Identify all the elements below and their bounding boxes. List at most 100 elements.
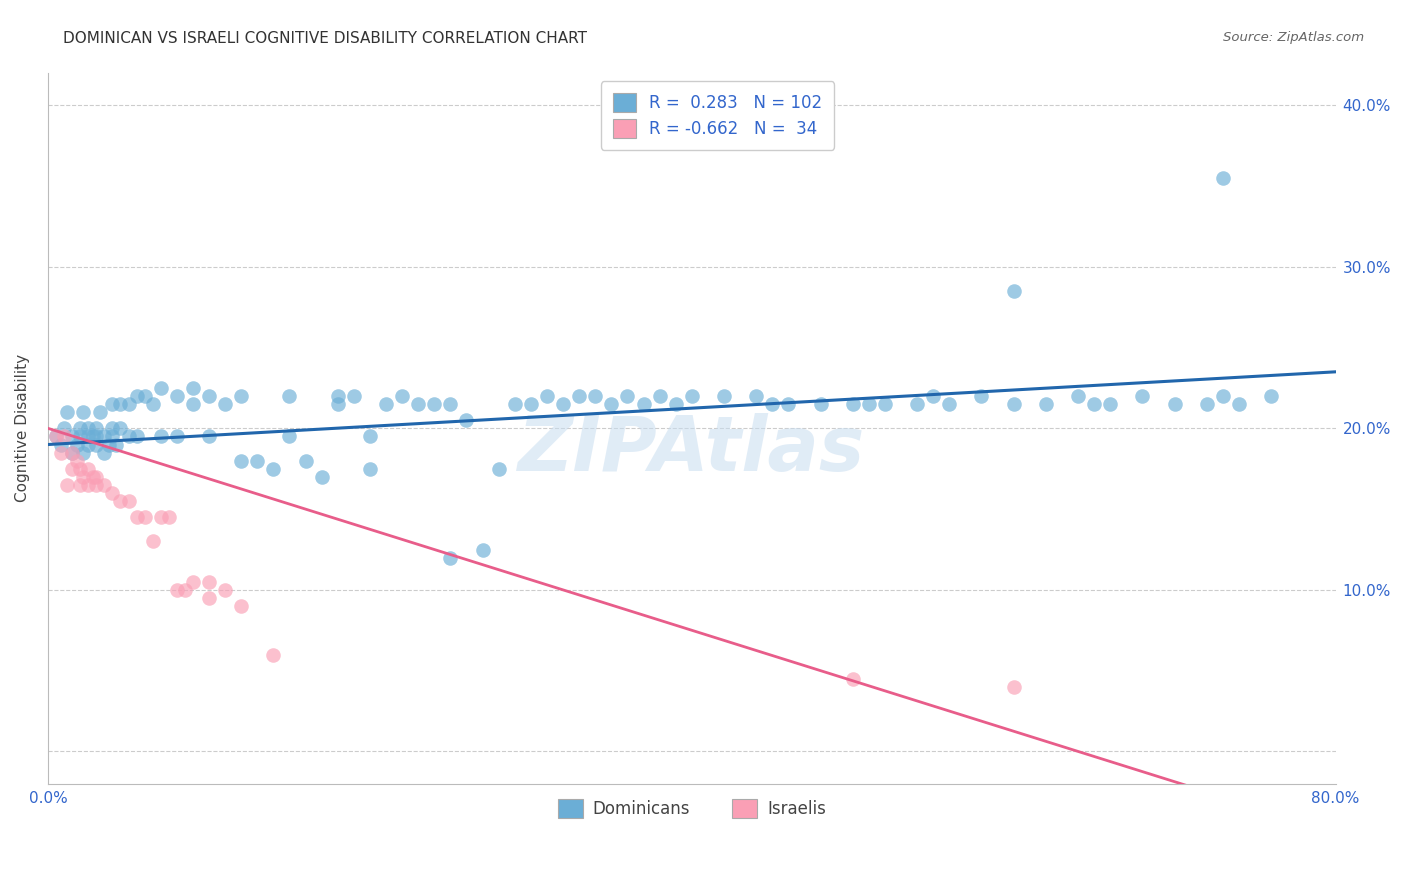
- Point: [45, 429, 67, 443]
- Point: [72, 405, 94, 419]
- Point: [72, 445, 94, 459]
- Point: [1067, 389, 1090, 403]
- Point: [125, 510, 148, 524]
- Point: [359, 461, 381, 475]
- Point: [1132, 389, 1154, 403]
- Point: [66, 453, 89, 467]
- Point: [488, 461, 510, 475]
- Point: [93, 429, 115, 443]
- Point: [86, 470, 108, 484]
- Legend: Dominicans, Israelis: Dominicans, Israelis: [551, 793, 832, 825]
- Point: [1260, 389, 1282, 403]
- Point: [60, 429, 83, 443]
- Point: [439, 550, 461, 565]
- Point: [633, 397, 655, 411]
- Point: [922, 389, 945, 403]
- Point: [101, 486, 124, 500]
- Point: [1083, 397, 1105, 411]
- Point: [423, 397, 446, 411]
- Point: [1212, 171, 1234, 186]
- Point: [665, 397, 688, 411]
- Point: [326, 389, 349, 403]
- Point: [551, 397, 574, 411]
- Point: [69, 478, 91, 492]
- Point: [1099, 397, 1122, 411]
- Point: [810, 397, 832, 411]
- Point: [873, 397, 896, 411]
- Point: [86, 437, 108, 451]
- Point: [149, 429, 172, 443]
- Point: [60, 445, 83, 459]
- Point: [77, 461, 100, 475]
- Point: [157, 510, 180, 524]
- Point: [149, 381, 172, 395]
- Point: [761, 397, 783, 411]
- Point: [1195, 397, 1218, 411]
- Point: [125, 429, 148, 443]
- Point: [134, 510, 156, 524]
- Point: [49, 437, 72, 451]
- Point: [69, 429, 91, 443]
- Point: [842, 672, 865, 686]
- Point: [231, 389, 253, 403]
- Point: [77, 421, 100, 435]
- Point: [93, 445, 115, 459]
- Point: [93, 478, 115, 492]
- Point: [77, 429, 100, 443]
- Point: [56, 478, 79, 492]
- Point: [262, 461, 284, 475]
- Point: [648, 389, 671, 403]
- Point: [98, 437, 121, 451]
- Point: [583, 389, 606, 403]
- Point: [375, 397, 398, 411]
- Point: [110, 421, 132, 435]
- Point: [72, 470, 94, 484]
- Point: [343, 389, 366, 403]
- Point: [134, 389, 156, 403]
- Point: [600, 397, 623, 411]
- Point: [45, 429, 67, 443]
- Point: [214, 582, 236, 597]
- Text: ZIPAtlas: ZIPAtlas: [519, 413, 866, 487]
- Point: [49, 445, 72, 459]
- Point: [117, 494, 139, 508]
- Point: [1163, 397, 1185, 411]
- Point: [198, 389, 221, 403]
- Point: [858, 397, 880, 411]
- Point: [278, 429, 301, 443]
- Point: [110, 397, 132, 411]
- Point: [181, 397, 204, 411]
- Point: [89, 405, 111, 419]
- Point: [713, 389, 735, 403]
- Point: [101, 397, 124, 411]
- Point: [681, 389, 703, 403]
- Point: [181, 381, 204, 395]
- Point: [456, 413, 478, 427]
- Point: [53, 429, 76, 443]
- Point: [86, 478, 108, 492]
- Point: [66, 437, 89, 451]
- Point: [568, 389, 591, 403]
- Text: Source: ZipAtlas.com: Source: ZipAtlas.com: [1223, 31, 1364, 45]
- Y-axis label: Cognitive Disability: Cognitive Disability: [15, 354, 30, 502]
- Point: [905, 397, 928, 411]
- Point: [198, 429, 221, 443]
- Point: [262, 648, 284, 662]
- Point: [82, 470, 104, 484]
- Point: [181, 574, 204, 589]
- Point: [938, 397, 960, 411]
- Point: [1002, 680, 1025, 694]
- Point: [1002, 284, 1025, 298]
- Point: [359, 429, 381, 443]
- Point: [231, 599, 253, 613]
- Point: [439, 397, 461, 411]
- Point: [117, 429, 139, 443]
- Point: [101, 429, 124, 443]
- Text: DOMINICAN VS ISRAELI COGNITIVE DISABILITY CORRELATION CHART: DOMINICAN VS ISRAELI COGNITIVE DISABILIT…: [63, 31, 588, 46]
- Point: [311, 470, 333, 484]
- Point: [198, 574, 221, 589]
- Point: [842, 397, 865, 411]
- Point: [246, 453, 269, 467]
- Point: [745, 389, 768, 403]
- Point: [166, 429, 188, 443]
